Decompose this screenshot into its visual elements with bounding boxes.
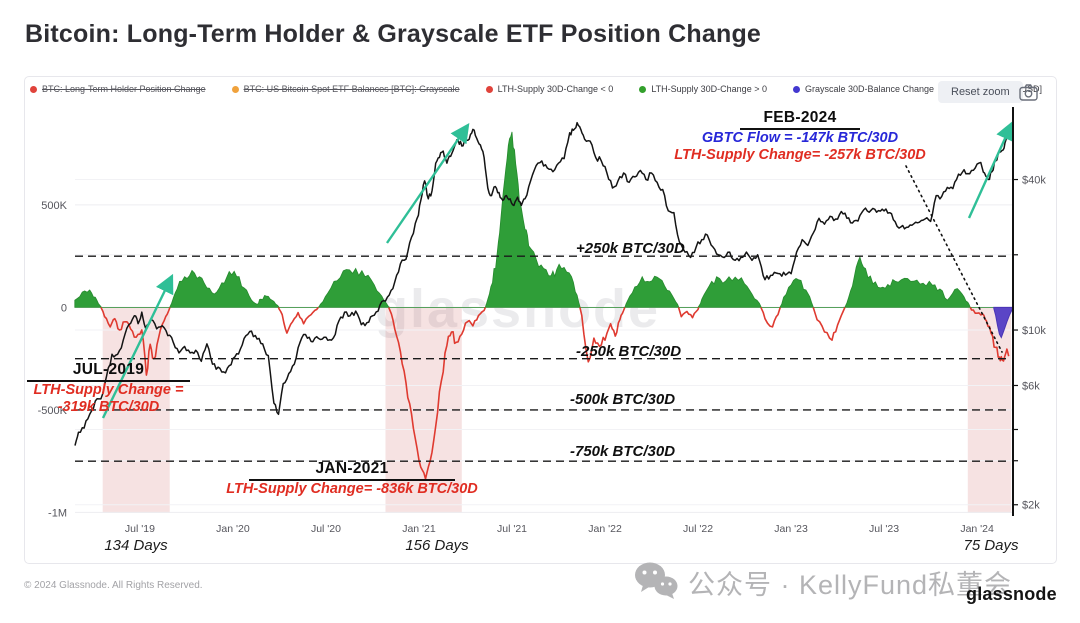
x-tick-label: Jan '21	[402, 523, 436, 535]
legend-item-label: LTH-Supply 30D-Change > 0	[651, 84, 767, 94]
level-label-plus-250k: +250k BTC/30D	[576, 240, 685, 257]
lth-negative-line-1	[277, 306, 319, 334]
y-right-tick-label: $2k	[1022, 500, 1040, 512]
legend-dot-icon	[792, 85, 800, 93]
lth-negative-line-4	[677, 307, 700, 319]
band-duration-75-days: 75 Days	[963, 537, 1019, 554]
annotation-jul-2019-line2: -319k BTC/30D	[57, 398, 160, 415]
reset-zoom-button[interactable]: Reset zoom	[938, 81, 1023, 103]
legend-dot-icon	[485, 85, 493, 93]
annotation-jan-2021-line1: LTH-Supply Change= -836k BTC/30D	[226, 481, 478, 497]
y-left-tick-label: 500K	[41, 200, 67, 212]
legend-dot-icon	[231, 85, 239, 93]
annotation-feb-2024-line1: GBTC Flow = -147k BTC/30D	[701, 130, 899, 146]
annotation-jul-2019-title: JUL-2019	[27, 361, 190, 382]
x-tick-label: Jan '22	[588, 523, 622, 535]
legend-item-label: Grayscale 30D-Balance Change	[804, 84, 935, 94]
level-label-minus-500k: -500k BTC/30D	[570, 391, 676, 408]
annotation-feb-2024-line2: LTH-Supply Change= -257k BTC/30D	[674, 146, 926, 163]
legend: BTC: Long-Term Holder Position Change BTC…	[30, 84, 1042, 94]
x-tick-label: Jul '22	[683, 523, 713, 535]
legend-item-3[interactable]: LTH-Supply 30D-Change > 0	[639, 84, 767, 94]
legend-item-0[interactable]: BTC: Long-Term Holder Position Change	[30, 84, 206, 94]
trend-arrow-2	[967, 120, 1014, 219]
legend-item-1[interactable]: BTC: US Bitcoin Spot ETF Balances [BTC]:…	[231, 84, 460, 94]
x-tick-label: Jul '19	[125, 523, 155, 535]
legend-item-label: LTH-Supply 30D-Change < 0	[497, 84, 614, 94]
annotation-feb-2024-title: FEB-2024	[740, 109, 860, 130]
legend-dot-icon	[30, 85, 37, 93]
y-right-tick-label: $6k	[1022, 380, 1040, 392]
band-duration-156-days: 156 Days	[405, 537, 469, 554]
legend-item-4[interactable]: Grayscale 30D-Balance Change	[792, 84, 935, 94]
annotation-jul-2019: JUL-2019 LTH-Supply Change = -319k BTC/3…	[26, 361, 191, 415]
y-right-tick-label: $40k	[1022, 175, 1046, 187]
legend-item-label: BTC: Long-Term Holder Position Change	[42, 84, 206, 94]
wechat-icon	[633, 560, 679, 605]
lth-negative-line-5	[760, 307, 782, 328]
legend-dot-icon	[639, 85, 647, 93]
y-left-tick-label: -500K	[38, 405, 68, 417]
lth-negative-line-6	[812, 307, 846, 341]
glassnode-logo: glassnode	[966, 584, 1057, 604]
wechat-watermark-text: 公众号 · KellyFund私董会	[688, 570, 1013, 600]
band-duration-134-days: 134 Days	[104, 537, 168, 554]
btc-price-line	[74, 121, 1013, 446]
x-tick-label: Jan '20	[216, 523, 250, 535]
x-tick-label: Jan '24	[960, 523, 994, 535]
chart-card	[24, 76, 1057, 564]
x-tick-label: Jul '21	[497, 523, 527, 535]
lth-negative-line-0	[100, 307, 171, 376]
camera-icon[interactable]	[1019, 84, 1038, 106]
trend-arrow-0	[101, 273, 174, 419]
x-tick-label: Jan '23	[774, 523, 808, 535]
y-right-tick-label: $10k	[1022, 325, 1046, 337]
dotted-pointer-line	[905, 165, 1003, 353]
annotation-jan-2021-title: JAN-2021	[249, 460, 455, 481]
y-left-tick-label: -1M	[48, 507, 67, 519]
annotation-jan-2021: JAN-2021 LTH-Supply Change= -836k BTC/30…	[222, 460, 482, 498]
wechat-watermark: 公众号 · KellyFund私董会	[633, 560, 1012, 605]
page-title: Bitcoin: Long-Term Holder & Grayscale ET…	[25, 20, 762, 48]
lth-negative-line-7	[969, 307, 1010, 362]
legend-item-2[interactable]: LTH-Supply 30D-Change < 0	[485, 84, 614, 94]
legend-item-label: BTC: US Bitcoin Spot ETF Balances [BTC]:…	[243, 84, 460, 94]
trend-arrow-1	[386, 123, 470, 244]
lth-negative-line-3	[579, 307, 626, 363]
annotation-jul-2019-line1: LTH-Supply Change =	[33, 382, 184, 398]
lth-negative-line-2	[387, 307, 487, 480]
annotation-feb-2024: FEB-2024 GBTC Flow = -147k BTC/30D LTH-S…	[665, 109, 935, 163]
copyright-text: © 2024 Glassnode. All Rights Reserved.	[24, 580, 203, 591]
y-left-tick-label: 0	[61, 302, 67, 314]
x-tick-label: Jul '20	[311, 523, 341, 535]
x-tick-label: Jul '23	[869, 523, 899, 535]
level-label-minus-250k: -250k BTC/30D	[576, 343, 682, 360]
level-label-minus-750k: -750k BTC/30D	[570, 443, 676, 460]
